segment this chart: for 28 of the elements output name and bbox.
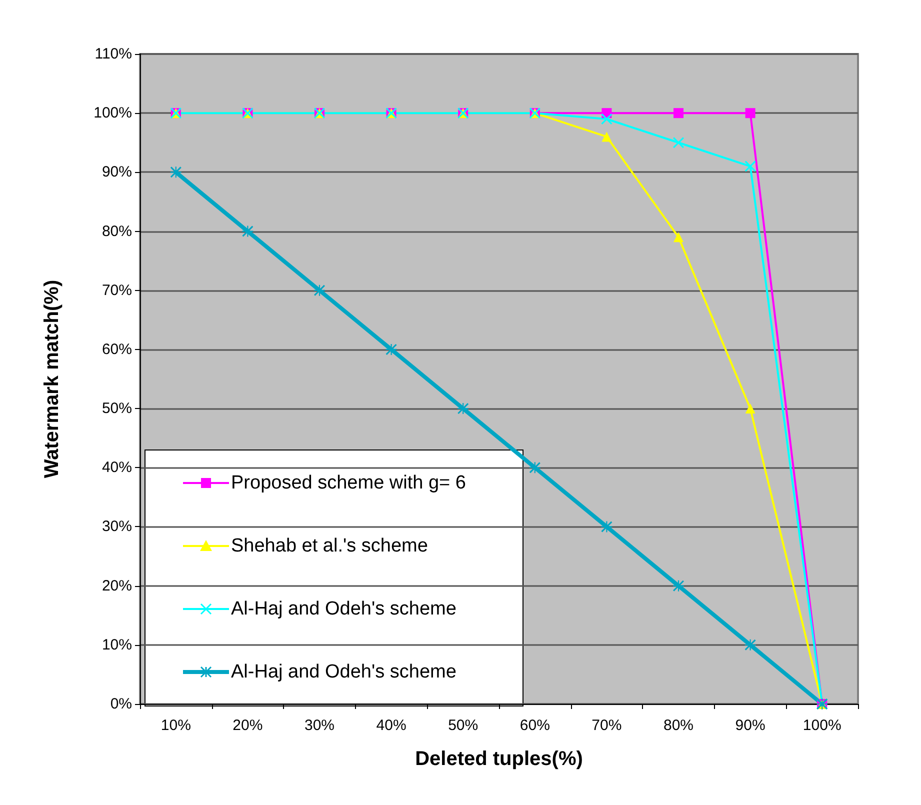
y-tick-label: 80% [102, 222, 132, 240]
legend-label: Al-Haj and Odeh's scheme [231, 598, 456, 620]
y-tick-label: 50% [102, 400, 132, 418]
y-tick-label: 100% [94, 104, 132, 122]
y-tick-label: 90% [102, 164, 132, 181]
x-tick-label: 60% [520, 717, 550, 734]
x-tick-label: 50% [448, 717, 478, 734]
x-tick-label: 70% [592, 717, 622, 734]
y-tick-label: 30% [102, 518, 132, 536]
y-tick-label: 0% [110, 696, 132, 712]
x-tick-label: 10% [160, 717, 191, 734]
y-tick-label: 110% [94, 46, 132, 62]
y-tick-label: 10% [102, 636, 132, 654]
x-tick-label: 90% [735, 717, 766, 734]
y-tick-label: 70% [102, 282, 132, 299]
y-tick-label: 40% [102, 459, 132, 476]
x-tick-label: 40% [376, 717, 406, 734]
x-axis-title: Deleted tuples(%) [415, 748, 583, 770]
x-tick-label: 100% [802, 717, 842, 734]
legend-label: Shehab et al.'s scheme [231, 536, 428, 556]
y-tick-label: 20% [102, 577, 132, 594]
x-tick-label: 80% [663, 717, 694, 734]
x-tick-label: 30% [304, 717, 335, 734]
y-axis-title: Watermark match(%) [41, 280, 63, 478]
y-tick-label: 60% [102, 340, 132, 358]
legend-label: Al-Haj and Odeh's scheme [231, 662, 456, 682]
x-tick-label: 20% [232, 717, 263, 734]
legend-label: Proposed scheme with g= 6 [231, 472, 466, 494]
